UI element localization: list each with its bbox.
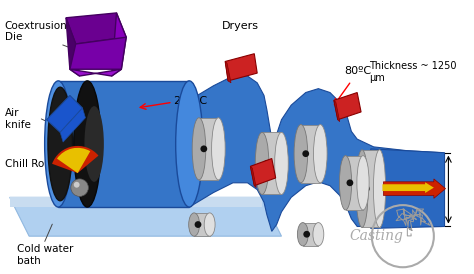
Polygon shape bbox=[362, 150, 380, 227]
Circle shape bbox=[302, 150, 309, 157]
Polygon shape bbox=[194, 213, 210, 236]
Polygon shape bbox=[60, 108, 85, 142]
Polygon shape bbox=[346, 156, 363, 210]
Ellipse shape bbox=[211, 118, 225, 180]
FancyArrow shape bbox=[383, 182, 434, 193]
Ellipse shape bbox=[357, 156, 369, 210]
Circle shape bbox=[346, 179, 353, 186]
Text: 80ºC: 80ºC bbox=[345, 66, 372, 76]
Polygon shape bbox=[9, 197, 282, 236]
Polygon shape bbox=[70, 69, 121, 76]
Circle shape bbox=[195, 221, 201, 228]
Polygon shape bbox=[225, 54, 257, 81]
Ellipse shape bbox=[313, 222, 324, 246]
Ellipse shape bbox=[45, 81, 72, 207]
Polygon shape bbox=[262, 132, 282, 195]
Text: Chill Roll: Chill Roll bbox=[5, 159, 50, 169]
Polygon shape bbox=[66, 18, 80, 76]
Text: Thickness ~ 1250
μm: Thickness ~ 1250 μm bbox=[369, 61, 456, 83]
Ellipse shape bbox=[48, 87, 73, 201]
Polygon shape bbox=[225, 61, 231, 83]
Ellipse shape bbox=[189, 213, 200, 236]
Text: Air
knife: Air knife bbox=[5, 108, 31, 130]
Polygon shape bbox=[250, 159, 276, 186]
Polygon shape bbox=[111, 13, 126, 76]
Polygon shape bbox=[334, 93, 361, 120]
Polygon shape bbox=[250, 166, 256, 188]
Circle shape bbox=[74, 182, 80, 188]
Polygon shape bbox=[66, 13, 126, 44]
Text: Dryers: Dryers bbox=[222, 21, 259, 31]
Polygon shape bbox=[46, 95, 82, 132]
Polygon shape bbox=[9, 197, 262, 207]
Ellipse shape bbox=[339, 156, 352, 210]
Ellipse shape bbox=[84, 106, 104, 182]
Ellipse shape bbox=[294, 125, 308, 183]
Ellipse shape bbox=[74, 81, 101, 207]
Wedge shape bbox=[52, 146, 99, 173]
Ellipse shape bbox=[176, 81, 203, 207]
Text: Cold water
bath: Cold water bath bbox=[18, 244, 74, 266]
Circle shape bbox=[201, 145, 207, 152]
Polygon shape bbox=[58, 81, 189, 207]
Polygon shape bbox=[301, 125, 320, 183]
Polygon shape bbox=[334, 100, 340, 122]
Ellipse shape bbox=[374, 150, 386, 227]
Circle shape bbox=[303, 231, 310, 238]
Ellipse shape bbox=[192, 118, 206, 180]
Polygon shape bbox=[303, 222, 319, 246]
Ellipse shape bbox=[204, 213, 215, 236]
Polygon shape bbox=[189, 76, 442, 231]
Circle shape bbox=[363, 185, 370, 192]
FancyArrow shape bbox=[383, 179, 446, 198]
Ellipse shape bbox=[255, 132, 269, 195]
Ellipse shape bbox=[274, 132, 288, 195]
Polygon shape bbox=[70, 37, 126, 69]
Text: Coextrusion
Die: Coextrusion Die bbox=[5, 21, 68, 42]
Polygon shape bbox=[371, 149, 445, 229]
Ellipse shape bbox=[356, 150, 368, 227]
Polygon shape bbox=[199, 118, 219, 180]
Ellipse shape bbox=[297, 222, 308, 246]
Circle shape bbox=[264, 160, 270, 167]
Text: 260ºC: 260ºC bbox=[173, 96, 207, 106]
Ellipse shape bbox=[313, 125, 327, 183]
Wedge shape bbox=[57, 148, 90, 173]
Circle shape bbox=[71, 179, 88, 196]
Text: Casting: Casting bbox=[349, 229, 403, 243]
